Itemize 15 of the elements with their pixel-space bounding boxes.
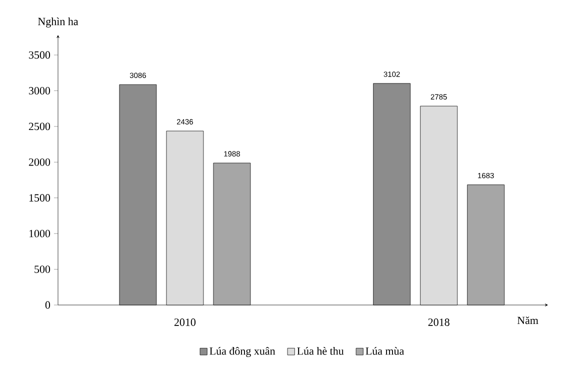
y-tick-label: 2000 [28, 158, 50, 166]
x-tick-label: 2018 [428, 318, 450, 326]
legend-label: Lúa hè thu [297, 347, 344, 355]
y-tick-label: 0 [45, 301, 50, 309]
x-axis-title: Năm [517, 316, 538, 324]
y-tick-label: 500 [34, 266, 50, 273]
y-tick-label: 1000 [29, 230, 50, 238]
x-tick-label: 2010 [174, 318, 196, 326]
y-tick-label: 2500 [28, 122, 50, 130]
y-tick-label: 3500 [29, 51, 50, 59]
y-tick-label: 3000 [29, 87, 50, 94]
y-tick-label: 1500 [29, 194, 50, 202]
y-axis-title: Nghìn ha [38, 17, 78, 28]
legend-label: Lúa đông xuân [210, 347, 276, 358]
legend-label: Lúa mùa [366, 347, 404, 355]
